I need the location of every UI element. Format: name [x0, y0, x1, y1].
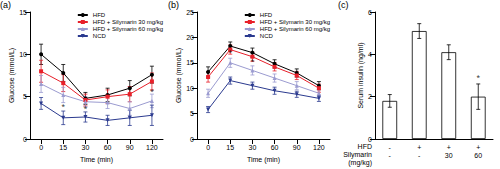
- svg-text:*: *: [251, 57, 255, 67]
- svg-text:10: 10: [186, 85, 194, 92]
- svg-text:HFD + Silymarin 60 mg/kg: HFD + Silymarin 60 mg/kg: [260, 26, 330, 32]
- svg-text:Glucose (mmol/L): Glucose (mmol/L): [175, 48, 183, 103]
- svg-text:+: +: [447, 144, 451, 151]
- svg-text:HFD: HFD: [93, 12, 106, 18]
- svg-text:-: -: [418, 152, 421, 159]
- svg-text:+: +: [476, 144, 480, 151]
- svg-text:30: 30: [82, 144, 90, 151]
- svg-text:0: 0: [368, 136, 372, 143]
- svg-text:4: 4: [368, 51, 372, 58]
- svg-text:*: *: [476, 73, 480, 83]
- svg-text:(c): (c): [338, 0, 349, 10]
- svg-text:90: 90: [126, 144, 134, 151]
- svg-text:5: 5: [23, 93, 27, 100]
- svg-text:15: 15: [186, 59, 194, 66]
- svg-text:15: 15: [59, 144, 67, 151]
- svg-text:(a): (a): [0, 0, 11, 10]
- svg-text:+: +: [417, 144, 421, 151]
- svg-text:120: 120: [146, 144, 158, 151]
- svg-text:NCD: NCD: [93, 33, 107, 39]
- svg-text:30: 30: [445, 152, 453, 159]
- svg-text:*: *: [84, 104, 88, 114]
- svg-text:60: 60: [271, 144, 279, 151]
- svg-text:0: 0: [39, 144, 43, 151]
- svg-text:0: 0: [23, 136, 27, 143]
- svg-text:-: -: [389, 152, 392, 159]
- svg-text:10: 10: [19, 51, 27, 58]
- svg-text:120: 120: [313, 144, 325, 151]
- svg-text:60: 60: [474, 152, 482, 159]
- svg-text:Silymarin: Silymarin: [343, 151, 372, 159]
- svg-text:0: 0: [190, 136, 194, 143]
- svg-text:Glucose (mmol/L): Glucose (mmol/L): [8, 48, 16, 103]
- svg-text:(b): (b): [168, 0, 179, 10]
- svg-text:(mg/kg): (mg/kg): [348, 159, 372, 167]
- svg-text:60: 60: [104, 144, 112, 151]
- svg-text:HFD + Silymarin 30 mg/kg: HFD + Silymarin 30 mg/kg: [260, 19, 330, 25]
- svg-text:*: *: [61, 102, 65, 112]
- svg-text:NCD: NCD: [260, 33, 274, 39]
- svg-text:90: 90: [293, 144, 301, 151]
- svg-text:*: *: [228, 48, 232, 58]
- svg-text:15: 15: [226, 144, 234, 151]
- svg-text:Serum insulin (ng/ml): Serum insulin (ng/ml): [357, 42, 365, 108]
- svg-text:HFD: HFD: [358, 143, 372, 150]
- svg-text:HFD + Silymarin 30 mg/kg: HFD + Silymarin 30 mg/kg: [93, 19, 163, 25]
- svg-text:5: 5: [190, 110, 194, 117]
- svg-text:*: *: [150, 87, 154, 97]
- svg-text:15: 15: [19, 9, 27, 16]
- svg-text:HFD: HFD: [260, 12, 273, 18]
- svg-text:30: 30: [249, 144, 257, 151]
- svg-text:-: -: [389, 144, 392, 151]
- svg-text:Time (min): Time (min): [247, 156, 280, 164]
- svg-text:6: 6: [368, 9, 372, 16]
- svg-text:HFD + Silymarin 60 mg/kg: HFD + Silymarin 60 mg/kg: [93, 26, 163, 32]
- svg-text:0: 0: [206, 144, 210, 151]
- svg-text:Time (min): Time (min): [80, 156, 113, 164]
- svg-text:25: 25: [186, 9, 194, 16]
- svg-text:2: 2: [368, 93, 372, 100]
- svg-text:20: 20: [186, 34, 194, 41]
